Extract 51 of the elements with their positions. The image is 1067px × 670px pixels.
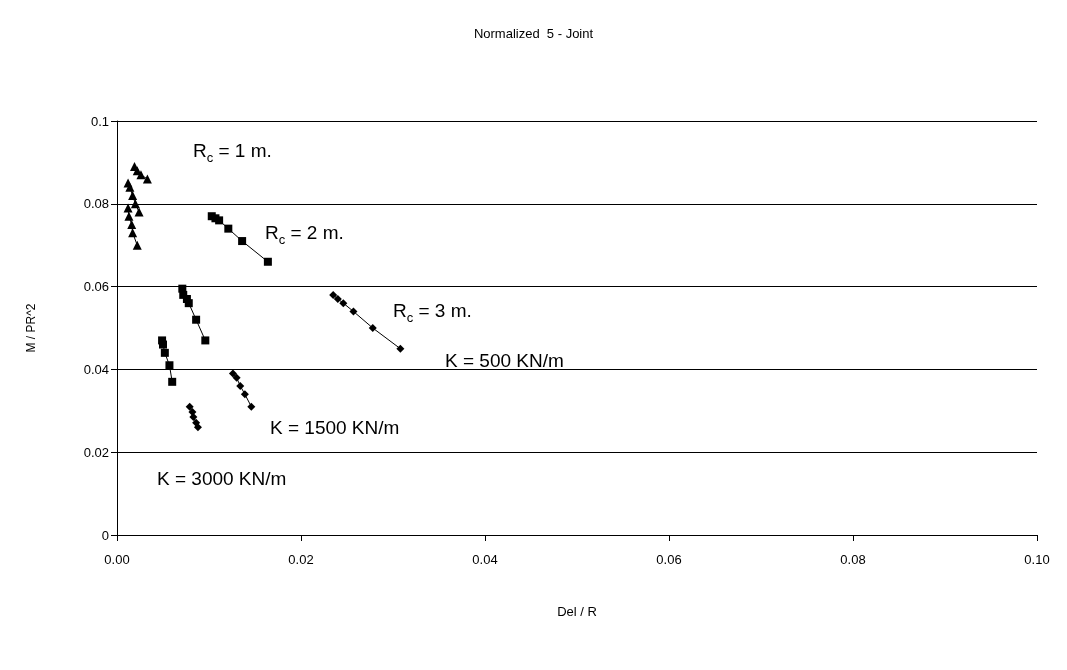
point	[125, 182, 135, 192]
point	[193, 423, 202, 432]
point	[333, 295, 342, 304]
x-tick-label: 0.08	[840, 552, 866, 567]
point	[132, 240, 142, 250]
y-tick-label: 0	[101, 527, 109, 543]
point	[228, 369, 237, 378]
x-tick-label: 0.10	[1024, 552, 1050, 567]
point	[339, 299, 348, 308]
point	[349, 307, 358, 316]
x-tick-label: 0.04	[472, 552, 498, 567]
x-tick-label: 0.02	[288, 552, 314, 567]
point	[189, 413, 198, 422]
annotation: K = 500 KN/m	[445, 349, 564, 371]
point	[329, 290, 338, 299]
point	[247, 402, 256, 411]
y-axis-title: M / PR^2	[24, 303, 38, 353]
point	[128, 191, 138, 201]
x-tick-label: 0.00	[104, 552, 130, 567]
point	[368, 324, 377, 332]
point	[263, 257, 272, 266]
point	[201, 336, 210, 345]
y-tick-label: 0.04	[83, 361, 109, 377]
y-tick-label: 0.1	[90, 113, 109, 129]
point	[168, 377, 177, 386]
point	[165, 361, 174, 370]
point	[160, 348, 169, 357]
y-tick-label: 0.06	[83, 279, 109, 295]
point	[124, 211, 134, 221]
point	[136, 170, 146, 180]
point	[236, 381, 245, 390]
point	[134, 207, 144, 217]
y-tick-label: 0.08	[83, 196, 109, 212]
y-tick-label: 0.02	[83, 444, 109, 460]
point	[238, 237, 247, 246]
chart-title: Normalized 5 - Joint	[473, 26, 594, 41]
point	[396, 344, 405, 353]
x-tick-label: 0.06	[656, 552, 682, 567]
annotation: K = 1500 KN/m	[270, 416, 400, 438]
point	[224, 224, 233, 233]
point	[215, 216, 224, 225]
point	[159, 340, 167, 349]
point	[192, 315, 201, 324]
annotation: K = 3000 KN/m	[157, 467, 287, 489]
point	[127, 220, 137, 229]
point	[232, 373, 241, 382]
point	[240, 390, 249, 399]
point	[185, 402, 194, 411]
x-axis-title: Del / R	[557, 604, 597, 619]
point	[184, 299, 193, 308]
point	[192, 418, 201, 427]
